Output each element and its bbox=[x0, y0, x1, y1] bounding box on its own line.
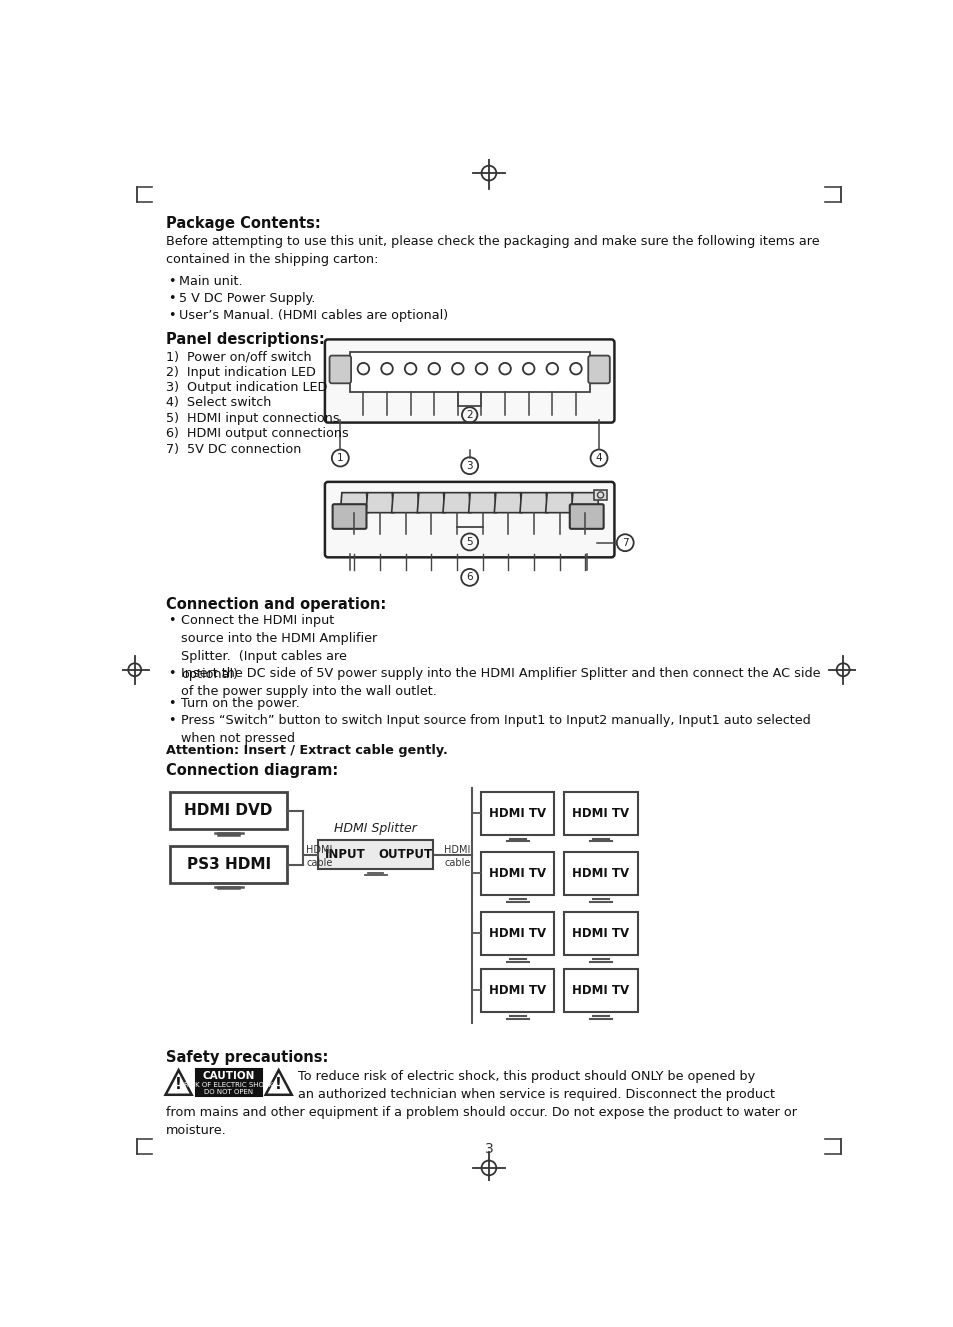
FancyBboxPatch shape bbox=[325, 340, 614, 422]
Bar bbox=[317, 840, 433, 869]
Bar bbox=[564, 792, 637, 835]
Bar bbox=[480, 792, 554, 835]
Text: HDMI
cable: HDMI cable bbox=[306, 845, 333, 868]
Text: 2)  Input indication LED: 2) Input indication LED bbox=[166, 366, 315, 378]
Text: User’s Manual. (HDMI cables are optional): User’s Manual. (HDMI cables are optional… bbox=[179, 309, 448, 321]
Text: Turn on the power.: Turn on the power. bbox=[181, 697, 299, 710]
Text: •: • bbox=[169, 275, 176, 288]
Text: HDMI TV: HDMI TV bbox=[489, 928, 546, 940]
Bar bbox=[195, 1068, 261, 1096]
Text: HDMI TV: HDMI TV bbox=[572, 983, 629, 997]
Text: Connection diagram:: Connection diagram: bbox=[166, 763, 337, 778]
Text: •: • bbox=[169, 714, 176, 727]
Text: 4)  Select switch: 4) Select switch bbox=[166, 397, 271, 410]
Text: •: • bbox=[169, 667, 176, 681]
Bar bbox=[480, 969, 554, 1011]
Text: !: ! bbox=[175, 1076, 182, 1092]
Text: RISK OF ELECTRIC SHOCK: RISK OF ELECTRIC SHOCK bbox=[184, 1082, 273, 1088]
Polygon shape bbox=[265, 1070, 292, 1095]
Text: INPUT: INPUT bbox=[325, 848, 366, 861]
Text: 2: 2 bbox=[466, 410, 473, 419]
Text: 7)  5V DC connection: 7) 5V DC connection bbox=[166, 443, 300, 455]
Polygon shape bbox=[366, 492, 394, 512]
Text: Insert the DC side of 5V power supply into the HDMI Amplifier Splitter and then : Insert the DC side of 5V power supply in… bbox=[181, 667, 820, 698]
Bar bbox=[564, 969, 637, 1011]
Text: HDMI TV: HDMI TV bbox=[489, 867, 546, 880]
Text: HDMI TV: HDMI TV bbox=[489, 807, 546, 820]
FancyBboxPatch shape bbox=[325, 482, 614, 557]
Text: Main unit.: Main unit. bbox=[179, 275, 243, 288]
Text: DO NOT OPEN: DO NOT OPEN bbox=[204, 1088, 253, 1095]
Text: HDMI DVD: HDMI DVD bbox=[184, 803, 273, 819]
Text: Panel descriptions:: Panel descriptions: bbox=[166, 332, 324, 346]
FancyBboxPatch shape bbox=[333, 504, 366, 529]
Text: •: • bbox=[169, 613, 176, 626]
Text: 7: 7 bbox=[621, 537, 628, 548]
Text: •: • bbox=[169, 292, 176, 305]
Text: 5)  HDMI input connections: 5) HDMI input connections bbox=[166, 411, 339, 425]
Polygon shape bbox=[392, 492, 419, 512]
Polygon shape bbox=[340, 492, 368, 512]
FancyBboxPatch shape bbox=[569, 504, 603, 529]
Text: CAUTION: CAUTION bbox=[202, 1071, 254, 1080]
Bar bbox=[564, 852, 637, 894]
Text: •: • bbox=[169, 697, 176, 710]
Bar bbox=[480, 912, 554, 954]
Text: Package Contents:: Package Contents: bbox=[166, 216, 320, 231]
Text: Connection and operation:: Connection and operation: bbox=[166, 597, 385, 612]
Bar bbox=[170, 847, 287, 882]
Polygon shape bbox=[416, 492, 444, 512]
Polygon shape bbox=[571, 492, 598, 512]
Text: !: ! bbox=[275, 1076, 282, 1092]
Text: 4: 4 bbox=[595, 453, 601, 463]
Text: 1)  Power on/off switch: 1) Power on/off switch bbox=[166, 350, 311, 364]
Text: To reduce risk of electric shock, this product should ONLY be opened by
an autho: To reduce risk of electric shock, this p… bbox=[297, 1070, 774, 1101]
Text: 3)  Output indication LED: 3) Output indication LED bbox=[166, 381, 327, 394]
Text: HDMI TV: HDMI TV bbox=[572, 867, 629, 880]
Polygon shape bbox=[494, 492, 521, 512]
Text: HDMI Splitter: HDMI Splitter bbox=[334, 823, 416, 835]
Bar bbox=[170, 792, 287, 829]
Text: 6)  HDMI output connections: 6) HDMI output connections bbox=[166, 427, 348, 441]
Polygon shape bbox=[166, 1070, 192, 1095]
Text: 3: 3 bbox=[466, 460, 473, 471]
FancyBboxPatch shape bbox=[329, 356, 351, 384]
Text: 6: 6 bbox=[466, 572, 473, 583]
FancyBboxPatch shape bbox=[588, 356, 609, 384]
Text: 5: 5 bbox=[466, 537, 473, 547]
Bar bbox=[564, 912, 637, 954]
Polygon shape bbox=[545, 492, 573, 512]
Text: from mains and other equipment if a problem should occur. Do not expose the prod: from mains and other equipment if a prob… bbox=[166, 1105, 796, 1136]
Text: •: • bbox=[169, 309, 176, 321]
Text: HDMI TV: HDMI TV bbox=[572, 807, 629, 820]
Text: Connect the HDMI input
source into the HDMI Amplifier
Splitter.  (Input cables a: Connect the HDMI input source into the H… bbox=[181, 613, 376, 681]
Bar bbox=[349, 352, 589, 391]
Polygon shape bbox=[468, 492, 496, 512]
Text: Before attempting to use this unit, please check the packaging and make sure the: Before attempting to use this unit, plea… bbox=[166, 235, 819, 267]
Text: HDMI TV: HDMI TV bbox=[489, 983, 546, 997]
Bar bbox=[594, 490, 606, 500]
Polygon shape bbox=[442, 492, 470, 512]
Bar bbox=[480, 852, 554, 894]
Text: Press “Switch” button to switch Input source from Input1 to Input2 manually, Inp: Press “Switch” button to switch Input so… bbox=[181, 714, 810, 744]
Text: 1: 1 bbox=[336, 453, 343, 463]
Text: OUTPUT: OUTPUT bbox=[378, 848, 433, 861]
Text: 5 V DC Power Supply.: 5 V DC Power Supply. bbox=[179, 292, 315, 305]
Text: Safety precautions:: Safety precautions: bbox=[166, 1050, 328, 1066]
Text: 3: 3 bbox=[484, 1141, 493, 1156]
Text: Attention: Insert / Extract cable gently.: Attention: Insert / Extract cable gently… bbox=[166, 744, 447, 758]
Text: PS3 HDMI: PS3 HDMI bbox=[187, 857, 271, 872]
Text: HDMI
cable: HDMI cable bbox=[444, 845, 470, 868]
Polygon shape bbox=[519, 492, 547, 512]
Text: HDMI TV: HDMI TV bbox=[572, 928, 629, 940]
